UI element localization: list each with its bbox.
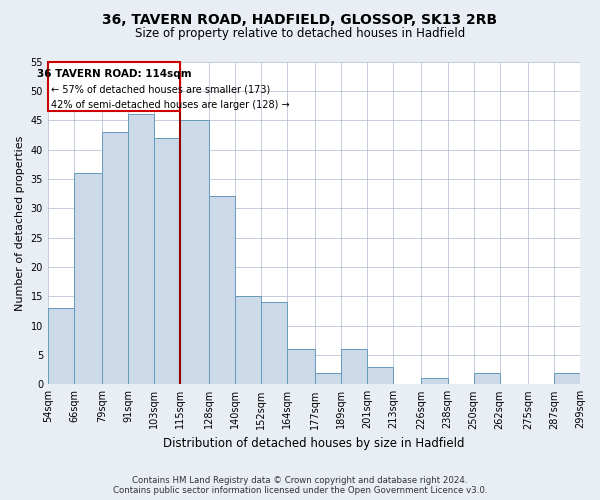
FancyBboxPatch shape <box>48 62 181 112</box>
Bar <box>209 196 235 384</box>
Bar <box>48 308 74 384</box>
Bar <box>473 372 500 384</box>
Bar <box>341 349 367 384</box>
Text: Contains HM Land Registry data © Crown copyright and database right 2024.
Contai: Contains HM Land Registry data © Crown c… <box>113 476 487 495</box>
Text: Size of property relative to detached houses in Hadfield: Size of property relative to detached ho… <box>135 28 465 40</box>
Bar <box>154 138 181 384</box>
Text: 42% of semi-detached houses are larger (128) →: 42% of semi-detached houses are larger (… <box>51 100 290 110</box>
Bar <box>367 366 393 384</box>
Bar <box>554 372 580 384</box>
Bar <box>128 114 154 384</box>
Bar <box>315 372 341 384</box>
Bar <box>102 132 128 384</box>
X-axis label: Distribution of detached houses by size in Hadfield: Distribution of detached houses by size … <box>163 437 465 450</box>
Bar <box>261 302 287 384</box>
Bar <box>287 349 315 384</box>
Y-axis label: Number of detached properties: Number of detached properties <box>15 135 25 310</box>
Bar <box>421 378 448 384</box>
Bar <box>181 120 209 384</box>
Text: 36 TAVERN ROAD: 114sqm: 36 TAVERN ROAD: 114sqm <box>37 68 191 78</box>
Text: ← 57% of detached houses are smaller (173): ← 57% of detached houses are smaller (17… <box>51 85 271 95</box>
Bar <box>74 173 102 384</box>
Bar <box>235 296 261 384</box>
Text: 36, TAVERN ROAD, HADFIELD, GLOSSOP, SK13 2RB: 36, TAVERN ROAD, HADFIELD, GLOSSOP, SK13… <box>103 12 497 26</box>
